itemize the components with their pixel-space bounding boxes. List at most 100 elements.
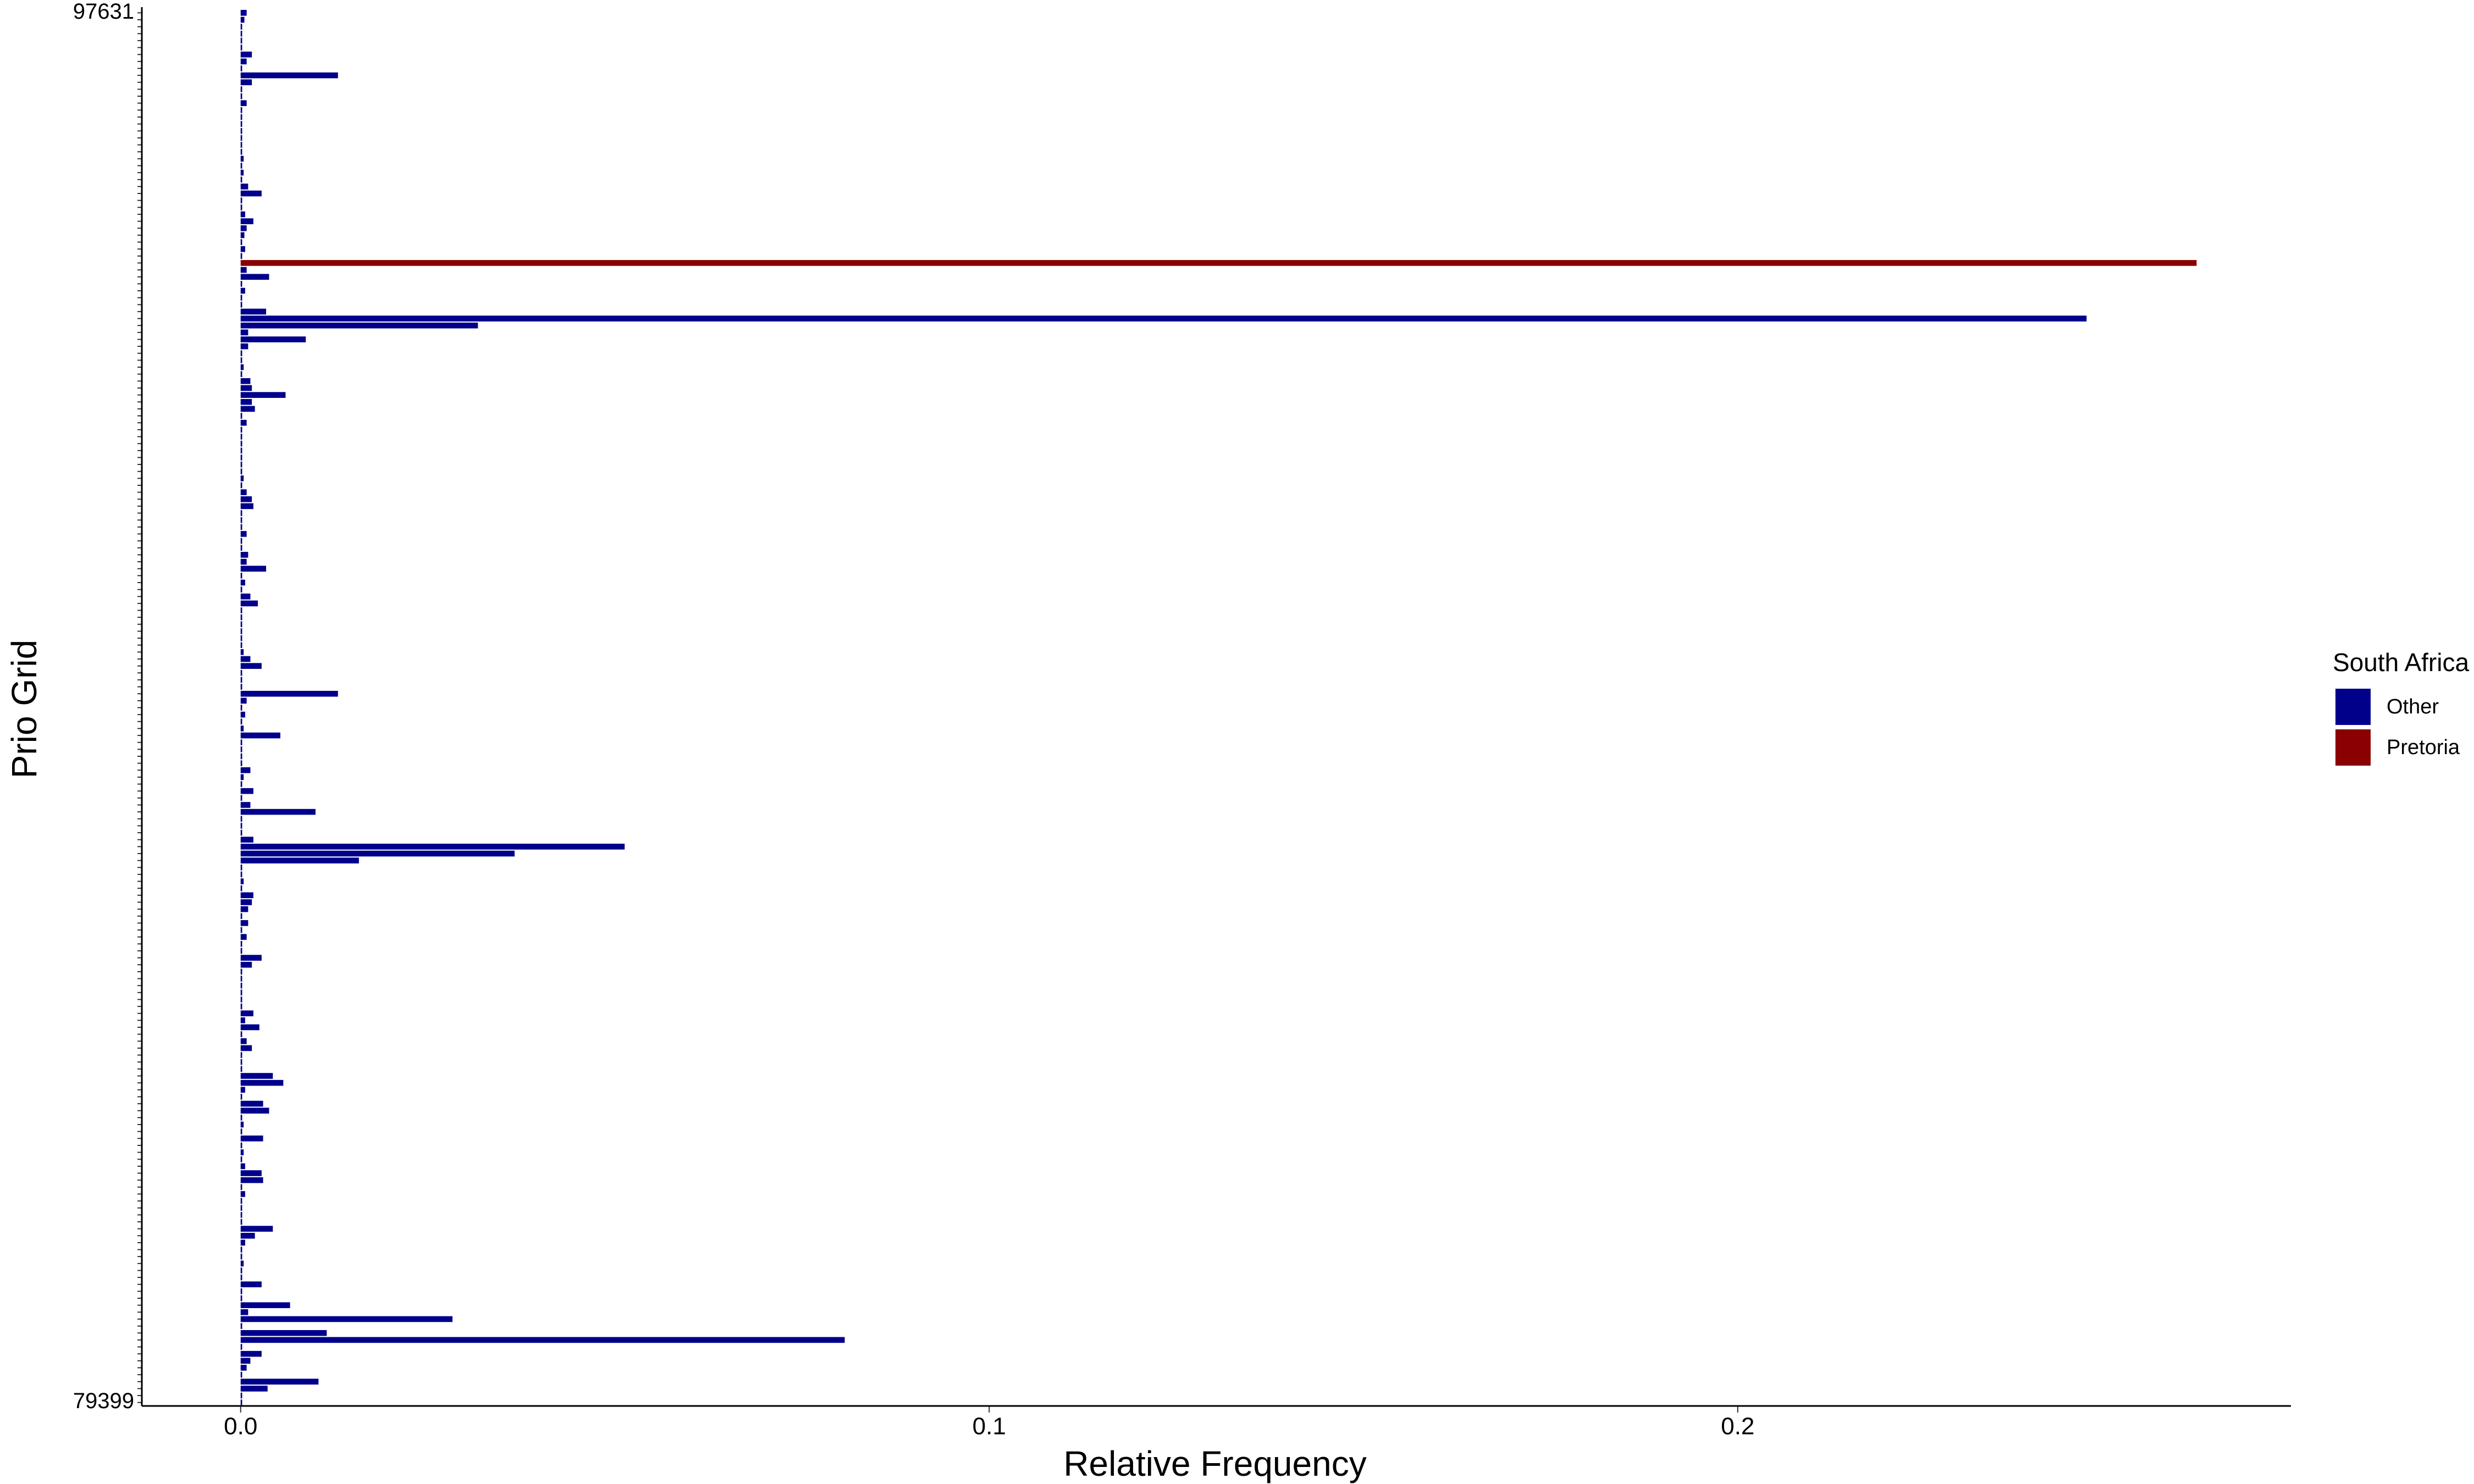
bar <box>240 267 247 273</box>
bar <box>240 343 248 350</box>
bar <box>240 1205 242 1211</box>
bar <box>240 468 242 474</box>
bar <box>240 1378 319 1385</box>
bar <box>240 753 242 760</box>
bar <box>240 1003 242 1010</box>
bar <box>240 726 244 732</box>
bar <box>240 982 242 989</box>
bar <box>240 878 244 884</box>
bar <box>240 1038 247 1044</box>
bar <box>240 93 242 99</box>
bar <box>240 961 252 968</box>
bar <box>240 489 247 495</box>
bar <box>240 37 242 44</box>
bar <box>240 1267 242 1273</box>
legend-key <box>2335 689 2371 725</box>
legend-title: South Africa <box>2333 648 2469 677</box>
bar <box>240 1059 242 1065</box>
bar <box>240 128 242 134</box>
bar <box>240 1281 262 1288</box>
bar <box>240 517 242 523</box>
bar <box>240 1350 262 1357</box>
bar <box>240 1163 245 1170</box>
bar <box>240 107 242 113</box>
bar <box>240 871 242 878</box>
bar <box>240 1371 242 1378</box>
bar <box>240 190 262 197</box>
bar <box>240 135 242 141</box>
bar <box>240 1239 245 1246</box>
bar <box>240 322 478 329</box>
bar <box>240 176 242 183</box>
bar <box>240 906 248 912</box>
legend-key <box>2335 729 2371 766</box>
bar <box>240 260 2197 266</box>
bar <box>240 434 242 440</box>
bar <box>240 968 242 975</box>
bar <box>240 1017 245 1023</box>
bar <box>240 690 338 697</box>
bar <box>240 197 242 203</box>
bar <box>240 30 242 37</box>
bar <box>240 163 242 169</box>
bar <box>240 1121 244 1128</box>
bar <box>240 621 242 628</box>
bar <box>240 524 242 530</box>
bar <box>240 24 242 30</box>
bar <box>240 1115 242 1121</box>
bar <box>240 274 269 280</box>
bar <box>240 579 245 586</box>
bar <box>240 419 247 426</box>
bar <box>240 850 515 857</box>
bar <box>240 1031 242 1037</box>
bar <box>240 739 242 746</box>
bar <box>240 697 247 704</box>
bar <box>240 1295 242 1302</box>
bar <box>240 350 242 357</box>
bar <box>240 746 242 752</box>
bar <box>240 1184 242 1190</box>
bar <box>240 1073 273 1079</box>
bar <box>240 385 252 391</box>
bar <box>240 607 242 613</box>
bar <box>240 398 252 405</box>
bar <box>240 455 242 461</box>
bar <box>240 669 242 676</box>
bar <box>240 816 242 822</box>
bar <box>240 1358 251 1364</box>
bar <box>240 392 286 398</box>
bar <box>240 705 242 711</box>
bar <box>240 531 247 537</box>
bar <box>240 1045 252 1051</box>
bar <box>240 100 247 106</box>
bar <box>240 920 248 926</box>
bar <box>240 72 338 79</box>
bar <box>240 802 251 808</box>
bar <box>240 1156 242 1162</box>
x-tick-label: 0.2 <box>1721 1413 1754 1440</box>
bar <box>240 114 242 120</box>
bar <box>240 301 242 308</box>
bar <box>240 475 244 481</box>
bar <box>240 142 242 148</box>
bar <box>240 58 247 65</box>
bar <box>240 329 248 336</box>
bar <box>240 788 253 794</box>
bar <box>240 1149 244 1155</box>
bar <box>240 927 242 933</box>
bar <box>240 45 242 51</box>
bar <box>240 781 242 787</box>
bar <box>240 1219 242 1225</box>
bar <box>240 1177 263 1183</box>
bar <box>240 1323 242 1329</box>
bar <box>240 1288 242 1294</box>
bar <box>240 913 242 920</box>
bar <box>240 51 252 58</box>
bar <box>240 1066 242 1072</box>
bar <box>240 1274 242 1281</box>
bar <box>240 378 251 384</box>
bar <box>240 336 306 342</box>
bar <box>240 315 2087 322</box>
bar <box>240 711 245 718</box>
bar <box>240 996 242 1003</box>
